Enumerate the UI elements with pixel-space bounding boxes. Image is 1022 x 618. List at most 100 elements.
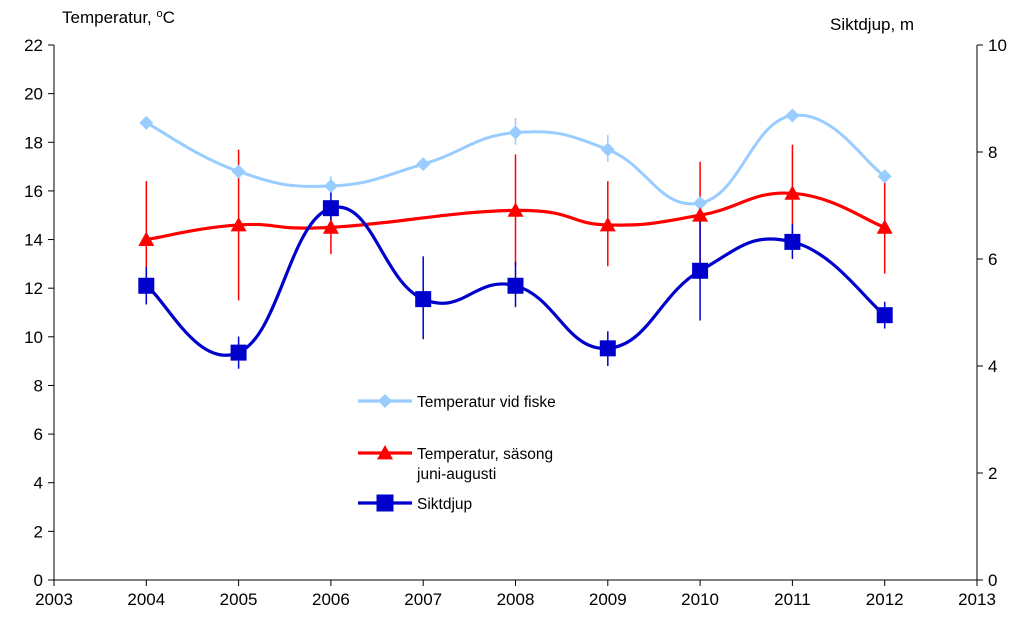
y-left-tick: 22 (24, 36, 54, 55)
y-left-axis-degree: o (156, 8, 163, 20)
data-point-series-2 (322, 219, 339, 234)
y-right-tick-label: 0 (988, 571, 997, 590)
y-left-tick-label: 16 (24, 182, 43, 201)
data-point-series-1 (693, 196, 708, 211)
legend-label: Temperatur vid fiske (417, 394, 556, 411)
x-tick-label: 2006 (312, 590, 350, 609)
y-left-tick: 6 (34, 425, 54, 444)
x-tick: 2007 (404, 580, 442, 609)
y-left-tick-label: 22 (24, 36, 43, 55)
series-line-1 (145, 113, 886, 206)
y-left-tick-label: 18 (24, 133, 43, 152)
x-tick-label: 2004 (127, 590, 165, 609)
x-tick: 2006 (312, 580, 350, 609)
y-left-tick: 4 (34, 474, 54, 493)
data-point-series-3 (692, 262, 709, 279)
data-point-series-3 (230, 344, 247, 361)
y-left-tick: 8 (34, 376, 54, 395)
y-right-tick-label: 2 (988, 464, 997, 483)
y-left-tick-label: 6 (34, 425, 43, 444)
data-point-series-2 (599, 216, 616, 232)
y-left-axis-title: Temperatur, oC (62, 8, 175, 28)
y-left-tick-label: 8 (34, 376, 43, 395)
y-right-tick: 4 (977, 357, 997, 376)
data-point-series-1 (416, 157, 431, 172)
y-right-tick: 0 (977, 571, 997, 590)
legend-item-1: Temperatur vid fiske (358, 394, 556, 411)
data-point-series-1 (231, 164, 246, 179)
legend-label: Siktdjup (417, 496, 472, 513)
y-left-axis-unit: C (162, 8, 175, 27)
x-tick-label: 2008 (497, 590, 535, 609)
y-right-tick: 6 (977, 250, 997, 269)
x-tick-label: 2010 (681, 590, 719, 609)
data-point-series-1 (139, 115, 154, 130)
series-line-2 (146, 191, 886, 242)
y-left-tick: 20 (24, 85, 54, 104)
y-left-tick-label: 2 (34, 522, 43, 541)
y-left-tick: 12 (24, 279, 54, 298)
data-point-series-1 (785, 108, 800, 123)
data-point-series-2 (230, 216, 247, 232)
legend-marker (377, 445, 393, 460)
data-point-series-1 (508, 125, 523, 140)
x-tick: 2003 (35, 580, 73, 609)
y-left-tick-label: 12 (24, 279, 43, 298)
y-left-tick: 16 (24, 182, 54, 201)
y-left-tick: 18 (24, 133, 54, 152)
x-tick: 2012 (866, 580, 904, 609)
x-tick-label: 2005 (220, 590, 258, 609)
y-right-tick-label: 8 (988, 143, 997, 162)
data-point-series-1 (323, 179, 338, 194)
legend-item-2: Temperatur, säsong juni-augusti (358, 445, 553, 483)
y-right-axis-title: Siktdjup, m (830, 15, 915, 34)
legend-item-3: Siktdjup (358, 494, 472, 513)
y-left-tick-label: 0 (34, 571, 43, 590)
y-right-tick-label: 4 (988, 357, 997, 376)
data-point-series-2 (784, 185, 801, 200)
y-right-tick-label: 6 (988, 250, 997, 269)
x-tick: 2005 (220, 580, 258, 609)
data-point-series-1 (600, 142, 615, 157)
y-left-tick: 14 (24, 231, 54, 250)
error-bars-layer (145, 117, 886, 369)
axes-layer: 2003 2004 2005 2006 2007 2008 2009 2010 2011 2012… (24, 36, 1007, 609)
x-tick: 2009 (589, 580, 627, 609)
y-right-tick: 8 (977, 143, 997, 162)
x-tick-label: 2009 (589, 590, 627, 609)
y-left-axis-title-text: Temperatur, (62, 8, 157, 27)
y-left-tick-label: 10 (24, 328, 43, 347)
legend-label: Temperatur, säsong (417, 446, 553, 463)
data-point-series-3 (322, 200, 339, 217)
x-tick-label: 2007 (404, 590, 442, 609)
y-left-tick-label: 4 (34, 474, 43, 493)
data-point-series-2 (692, 207, 709, 222)
data-point-series-3 (784, 233, 801, 250)
series-lines-layer (145, 113, 886, 357)
data-point-series-2 (507, 202, 524, 217)
legend-marker (376, 494, 394, 512)
x-tick: 2004 (127, 580, 165, 609)
data-point-series-3 (876, 307, 893, 324)
legend-label: juni-augusti (416, 466, 496, 483)
y-left-tick: 10 (24, 328, 54, 347)
x-tick: 2011 (774, 580, 811, 609)
y-right-tick: 10 (977, 36, 1007, 55)
y-left-tick-label: 20 (24, 85, 43, 104)
y-left-tick-label: 14 (24, 231, 43, 250)
data-point-series-1 (877, 169, 892, 184)
x-tick-label: 2013 (958, 590, 996, 609)
x-tick: 2010 (681, 580, 719, 609)
x-tick-label: 2011 (774, 590, 811, 609)
x-tick-label: 2012 (866, 590, 904, 609)
y-left-tick: 0 (34, 571, 54, 590)
data-point-series-2 (876, 219, 893, 234)
data-point-series-3 (138, 277, 155, 294)
series-line-3 (145, 205, 886, 357)
y-left-tick: 2 (34, 522, 54, 541)
data-point-series-3 (507, 277, 524, 294)
markers-layer (138, 108, 893, 361)
x-tick: 2008 (497, 580, 535, 609)
x-tick: 2013 (958, 580, 996, 609)
